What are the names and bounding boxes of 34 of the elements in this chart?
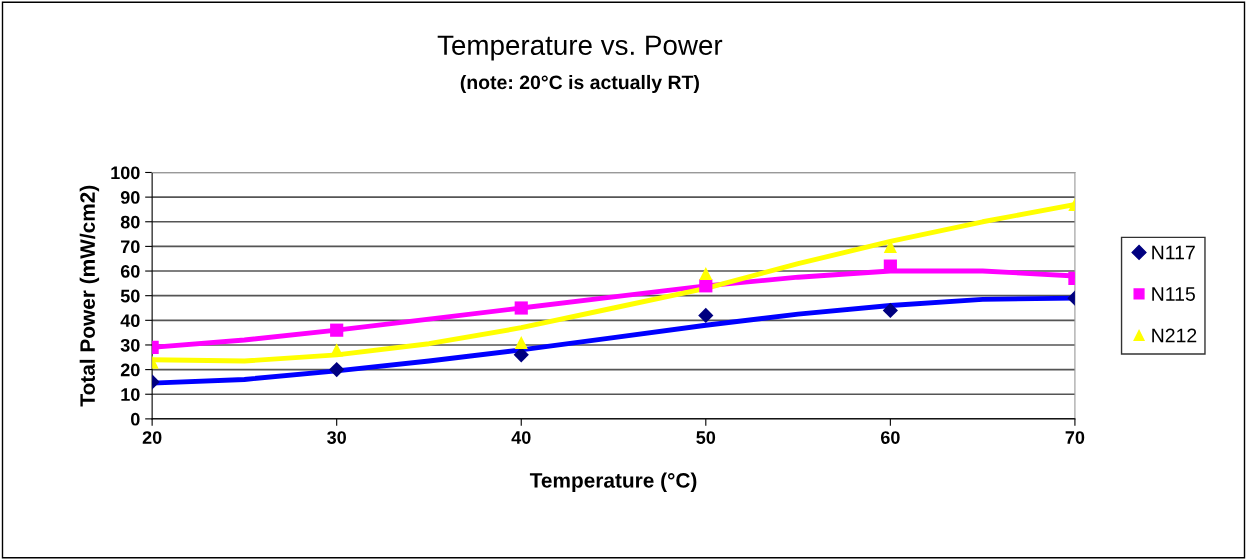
point [882, 302, 898, 319]
x-tick-label: 70 [1065, 431, 1085, 444]
y-tick-label: 0 [131, 412, 140, 426]
y-tick-label: 10 [121, 388, 140, 401]
x-tick-label: 50 [696, 431, 716, 444]
legend-label: N115 [1152, 287, 1195, 301]
point [330, 323, 344, 337]
y-tick-label: 90 [120, 191, 140, 204]
x-tick-label: 40 [511, 431, 531, 444]
y-tick-label: 30 [120, 338, 140, 352]
point [514, 335, 528, 350]
point [330, 343, 344, 357]
point [514, 301, 528, 315]
chart-subtitle: (note: 20°C is actually RT) [460, 74, 699, 94]
point [699, 266, 713, 281]
y-tick-label: 50 [120, 289, 140, 303]
y-tick-label: 100 [111, 166, 140, 180]
chart-title: Temperature vs. Power [437, 35, 723, 61]
x-tick-label: 30 [327, 431, 346, 444]
x-tick-label: 20 [142, 431, 162, 444]
point [698, 307, 714, 323]
legend-label: N117 [1152, 245, 1195, 260]
y-tick-label: 80 [120, 215, 140, 229]
y-axis-title: Total Power (mW/cm2) [79, 185, 100, 407]
y-tick-label: 60 [120, 264, 140, 278]
x-axis-title: Temperature (°C) [529, 472, 697, 492]
point [699, 279, 713, 293]
point [513, 347, 529, 363]
y-tick-label: 70 [121, 240, 140, 254]
point [329, 361, 345, 378]
y-tick-label: 20 [120, 363, 140, 377]
x-tick-label: 60 [880, 431, 900, 444]
legend-label: N212 [1152, 328, 1197, 343]
y-tick-label: 40 [120, 314, 140, 328]
